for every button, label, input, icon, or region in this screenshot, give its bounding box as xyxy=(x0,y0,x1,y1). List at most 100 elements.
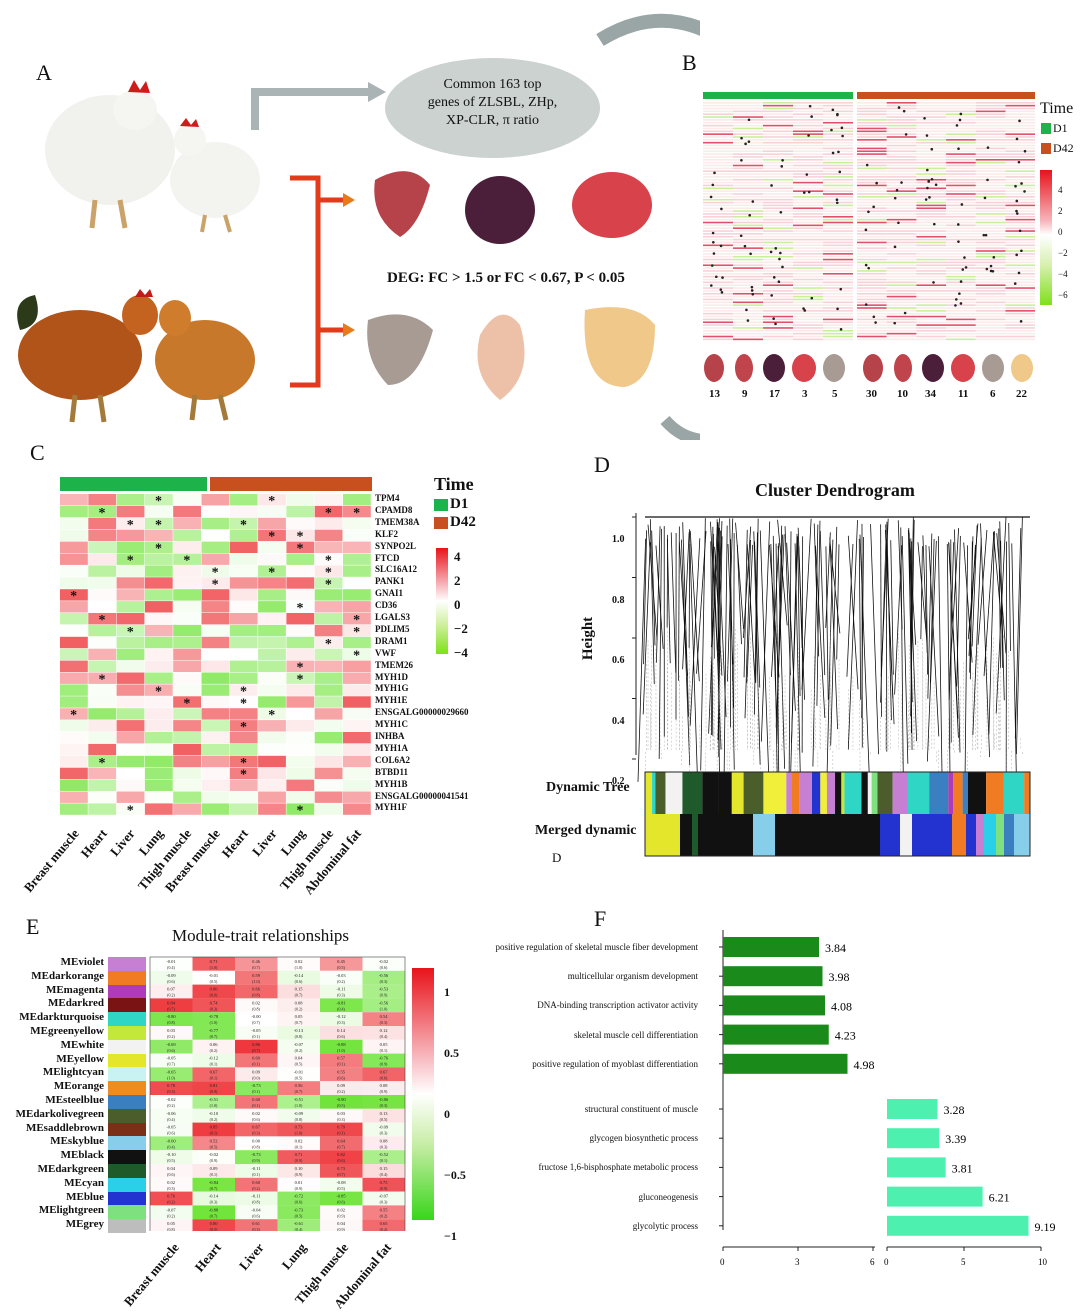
svg-text:(0.6): (0.6) xyxy=(337,1158,345,1163)
ellipse-line-3: XP-CLR, π ratio xyxy=(445,113,539,128)
svg-text:(0.7): (0.7) xyxy=(167,1062,175,1067)
svg-text:0.60: 0.60 xyxy=(252,1056,261,1061)
b-legend-swatch-d1 xyxy=(1041,123,1051,134)
svg-text:-0.12: -0.12 xyxy=(209,1056,218,1061)
f-bar-value: 3.28 xyxy=(944,1103,965,1117)
d-row-dynamic-tree: Dynamic Tree xyxy=(546,780,630,795)
e-trait-label: Liver xyxy=(235,1240,267,1273)
svg-text:0.09: 0.09 xyxy=(210,1166,219,1171)
svg-text:(0.8): (0.8) xyxy=(167,1227,175,1231)
svg-text:(0.3): (0.3) xyxy=(210,1200,218,1205)
svg-text:(0.7): (0.7) xyxy=(337,1172,345,1177)
c-gene-label: MYH1G xyxy=(375,683,409,694)
e-module-swatch xyxy=(108,1108,146,1123)
f-go-term: glycogen biosynthetic process xyxy=(589,1133,698,1144)
svg-text:(0.2): (0.2) xyxy=(380,1213,388,1218)
e-module-label: MEdarkturquoise xyxy=(19,1011,104,1024)
f-go-term: gluconeogenesis xyxy=(638,1191,698,1202)
f-go-term: skeletal muscle cell differentiation xyxy=(573,1029,698,1040)
svg-text:(0.5): (0.5) xyxy=(295,1075,303,1080)
svg-text:0.15: 0.15 xyxy=(295,987,304,992)
f-bar xyxy=(723,966,823,987)
b-legend-d1: D1 xyxy=(1053,121,1068,135)
e-colorscale xyxy=(412,968,434,1220)
svg-text:(0.6): (0.6) xyxy=(337,1200,345,1205)
b-count: 30 xyxy=(866,388,877,400)
svg-text:(0.6): (0.6) xyxy=(252,1213,260,1218)
f-bar-value: 4.23 xyxy=(835,1029,856,1043)
svg-text:0.78: 0.78 xyxy=(167,1083,176,1088)
svg-text:*: * xyxy=(325,506,332,521)
svg-text:0.09: 0.09 xyxy=(252,1069,261,1074)
svg-text:(0.8): (0.8) xyxy=(252,1200,260,1205)
e-module-label: MEcyan xyxy=(64,1176,104,1189)
svg-text:(0.9): (0.9) xyxy=(380,993,388,998)
svg-text:(0.3): (0.3) xyxy=(252,1131,260,1136)
svg-text:0.71: 0.71 xyxy=(295,1152,303,1157)
svg-text:0.60: 0.60 xyxy=(252,1180,261,1185)
svg-text:-0.61: -0.61 xyxy=(294,1221,303,1226)
svg-text:-0.05: -0.05 xyxy=(166,1125,176,1130)
svg-text:0.79: 0.79 xyxy=(337,1125,346,1130)
svg-text:(0.8): (0.8) xyxy=(252,1006,260,1011)
e-heatmap: -0.01(0.4)0.71(1.0)0.46(0.7)0.02(1.0)0.4… xyxy=(149,956,406,1231)
f-bar-value: 6.21 xyxy=(989,1191,1010,1205)
e-trait-label: Heart xyxy=(191,1240,224,1275)
d-ylabel: Height xyxy=(580,616,597,661)
svg-text:-0.10: -0.10 xyxy=(166,1152,176,1157)
f-bar-value: 9.19 xyxy=(1035,1220,1056,1234)
e-module-label: MEorange xyxy=(53,1080,104,1093)
svg-text:(0.2): (0.2) xyxy=(252,1186,260,1191)
svg-text:-0.88: -0.88 xyxy=(209,1207,219,1212)
svg-text:0.66: 0.66 xyxy=(252,987,261,992)
svg-text:(0.0): (0.0) xyxy=(210,993,218,998)
c-gene-label: MYH1C xyxy=(375,719,408,730)
e-module-label: MElightgreen xyxy=(38,1204,104,1217)
svg-text:0.84: 0.84 xyxy=(167,1000,176,1005)
c-gene-label: ENSGALG00000041541 xyxy=(375,790,469,801)
svg-text:0.86: 0.86 xyxy=(252,1042,261,1047)
c-gene-label: TMEM26 xyxy=(375,659,413,670)
c-gene-label: COL6A2 xyxy=(375,754,411,765)
svg-text:(0.4): (0.4) xyxy=(337,1006,345,1011)
svg-text:0.61: 0.61 xyxy=(252,1221,260,1226)
c-gene-label: MYH1F xyxy=(375,802,407,813)
panel-label-f: F xyxy=(594,906,607,931)
svg-text:-0.14: -0.14 xyxy=(209,1194,219,1199)
f-go-term: structural constituent of muscle xyxy=(584,1104,698,1114)
svg-text:0: 0 xyxy=(884,1257,889,1267)
svg-text:(1.0): (1.0) xyxy=(210,1020,218,1025)
svg-text:0.80: 0.80 xyxy=(210,1221,219,1226)
svg-text:(1.0): (1.0) xyxy=(295,965,303,970)
svg-text:0.02: 0.02 xyxy=(337,1207,345,1212)
b-count: 22 xyxy=(1016,388,1027,400)
d-dendrogram xyxy=(632,513,1031,857)
b-count: 5 xyxy=(832,388,838,400)
c-gene-label: INHBA xyxy=(375,731,405,741)
svg-text:-0.73: -0.73 xyxy=(251,1083,261,1088)
svg-text:*: * xyxy=(325,637,332,652)
svg-text:0: 0 xyxy=(720,1257,725,1267)
svg-text:*: * xyxy=(127,803,134,818)
svg-text:-0.08: -0.08 xyxy=(336,1180,346,1185)
svg-text:*: * xyxy=(240,720,247,735)
svg-text:(0.1): (0.1) xyxy=(210,1131,218,1136)
panel-label-b: B xyxy=(682,50,697,75)
c-tissue-label: Liver xyxy=(107,826,139,859)
c-gene-label: MYH1B xyxy=(375,778,408,789)
svg-text:*: * xyxy=(240,518,247,533)
f-bar-value: 4.98 xyxy=(854,1058,875,1072)
svg-text:0.08: 0.08 xyxy=(380,1138,389,1143)
f-bar xyxy=(887,1186,983,1207)
svg-text:0.73: 0.73 xyxy=(295,1125,304,1130)
b-count: 6 xyxy=(990,388,996,400)
svg-text:6: 6 xyxy=(870,1257,875,1267)
c-gene-label: BTBD11 xyxy=(375,766,409,777)
svg-text:-0.07: -0.07 xyxy=(379,1194,389,1199)
e-module-swatch xyxy=(108,1026,146,1040)
brown-chicken-image xyxy=(17,289,255,423)
svg-text:*: * xyxy=(98,613,105,628)
svg-text:-0.84: -0.84 xyxy=(209,1180,219,1185)
svg-text:*: * xyxy=(353,625,360,640)
svg-text:0.02: 0.02 xyxy=(252,1000,260,1005)
